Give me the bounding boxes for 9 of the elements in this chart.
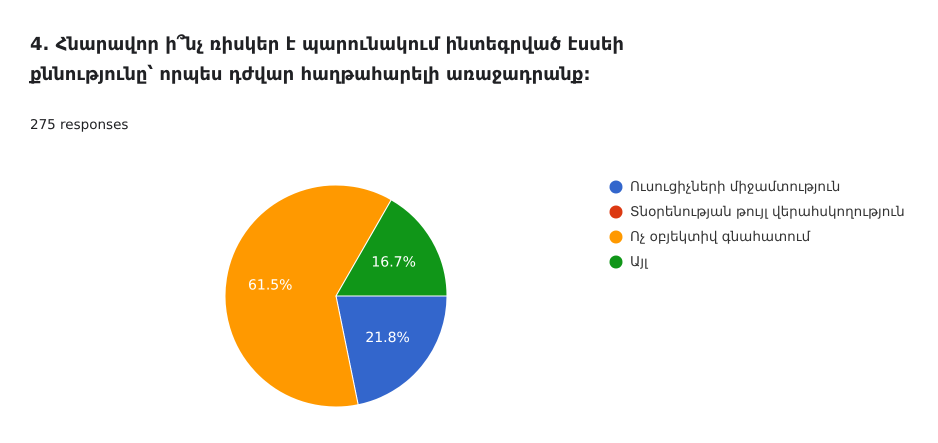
chart-title: 4. Հնարավոր ի՞նչ ռիսկեր է պարունակում ինտեգրված էսսեի քննությունը՝ որպես դժվար հաղթահարելի առաջադրանք: <box>30 33 625 87</box>
legend-label: Ուսուցիչների միջամտություն <box>630 178 840 194</box>
data-label: 16.7% <box>371 254 416 271</box>
legend-label: Ոչ օբյեկտիվ գնահատում <box>630 228 810 244</box>
text: 275 responses <box>30 117 128 133</box>
legend-label: Տնօրենության թույլ վերահսկողություն <box>630 204 905 220</box>
data-label: 21.8% <box>365 330 410 346</box>
legend-label: Այլ <box>630 254 648 270</box>
data-label: 61.5% <box>248 277 292 294</box>
